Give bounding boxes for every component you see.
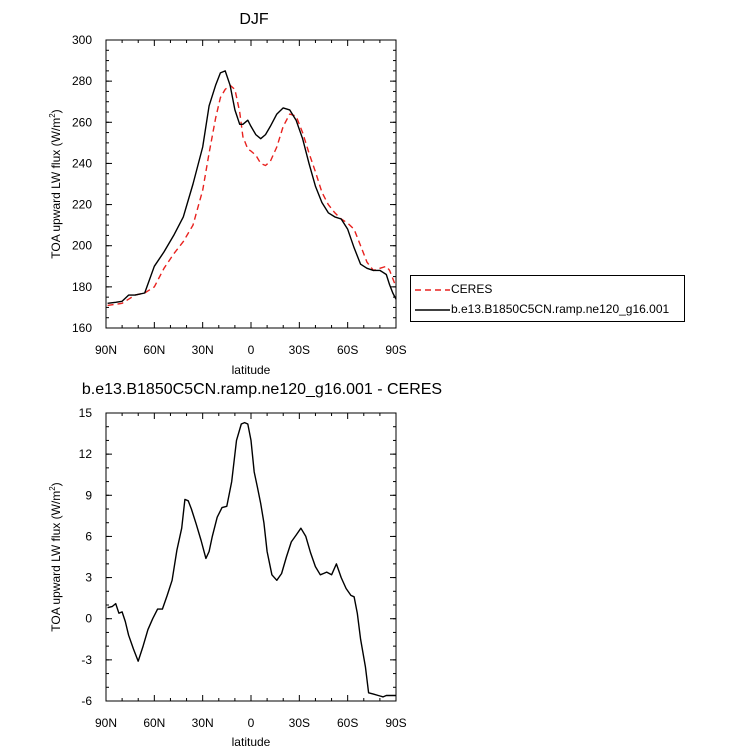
x-tick-label: 60N xyxy=(143,716,165,730)
x-tick-label: 30S xyxy=(289,343,310,357)
bottom-y-axis-label: TOA upward LW flux (W/m2) xyxy=(48,482,63,631)
y-tick-label: 200 xyxy=(72,239,92,253)
y-tick-label: 12 xyxy=(79,447,93,461)
y-tick-label: 6 xyxy=(85,529,92,543)
legend-label-model: b.e13.B1850C5CN.ramp.ne120_g16.001 xyxy=(451,302,670,316)
legend: CERES b.e13.B1850C5CN.ramp.ne120_g16.001 xyxy=(410,275,685,322)
x-tick-label: 90S xyxy=(385,343,406,357)
bottom-panel: b.e13.B1850C5CN.ramp.ne120_g16.001 - CER… xyxy=(48,381,442,749)
series-line-difference xyxy=(107,421,396,698)
top-chart-marks xyxy=(107,70,397,307)
y-tick-label: 160 xyxy=(72,321,92,335)
bottom-x-axis-label: latitude xyxy=(232,735,271,749)
legend-swatch-ceres xyxy=(415,289,450,291)
legend-swatch-model xyxy=(415,309,450,311)
x-tick-label: 60S xyxy=(337,716,358,730)
x-tick-label: 30N xyxy=(192,343,214,357)
top-x-axis-label: latitude xyxy=(232,363,271,377)
legend-label-ceres: CERES xyxy=(451,282,493,296)
x-tick-label: 90S xyxy=(385,716,406,730)
series-line-ceres xyxy=(107,84,397,307)
top-y-axis-label: TOA upward LW flux (W/m2) xyxy=(48,109,63,258)
x-tick-label: 90N xyxy=(95,343,117,357)
y-tick-label: 0 xyxy=(85,612,92,626)
x-tick-label: 30N xyxy=(192,716,214,730)
y-tick-label: -3 xyxy=(81,653,92,667)
y-tick-label: 3 xyxy=(85,571,92,585)
top-chart-title: DJF xyxy=(239,11,269,28)
series-line-model xyxy=(107,70,397,304)
top-panel: DJF 90N 60N 30N 0 30S 60S 90S 160 180 200 220 240 26… xyxy=(48,11,407,377)
y-tick-label: 220 xyxy=(72,198,92,212)
y-tick-label: 300 xyxy=(72,33,92,47)
legend-item-model: b.e13.B1850C5CN.ramp.ne120_g16.001 xyxy=(411,300,684,320)
top-chart-axes: 90N 60N 30N 0 30S 60S 90S 160 180 200 220 240 260 280… xyxy=(72,33,407,357)
x-tick-label: 0 xyxy=(248,716,255,730)
bottom-chart-title: b.e13.B1850C5CN.ramp.ne120_g16.001 - CER… xyxy=(82,381,442,398)
x-tick-label: 30S xyxy=(289,716,310,730)
bottom-plot-frame xyxy=(105,412,397,702)
y-tick-label: 15 xyxy=(79,406,93,420)
x-tick-label: 90N xyxy=(95,716,117,730)
top-plot-frame xyxy=(105,39,397,329)
x-tick-label: 60S xyxy=(337,343,358,357)
y-tick-label: -6 xyxy=(81,694,92,708)
x-tick-label: 0 xyxy=(248,343,255,357)
bottom-chart-axes: 90N 60N 30N 0 30S 60S 90S -6 -3 0 3 6 9 12 15 xyxy=(79,406,407,730)
bottom-chart-marks xyxy=(107,421,396,698)
legend-item-ceres: CERES xyxy=(411,280,684,300)
y-tick-label: 260 xyxy=(72,115,92,129)
y-tick-label: 280 xyxy=(72,74,92,88)
x-tick-label: 60N xyxy=(143,343,165,357)
y-tick-label: 9 xyxy=(85,488,92,502)
y-tick-label: 240 xyxy=(72,156,92,170)
y-tick-label: 180 xyxy=(72,280,92,294)
